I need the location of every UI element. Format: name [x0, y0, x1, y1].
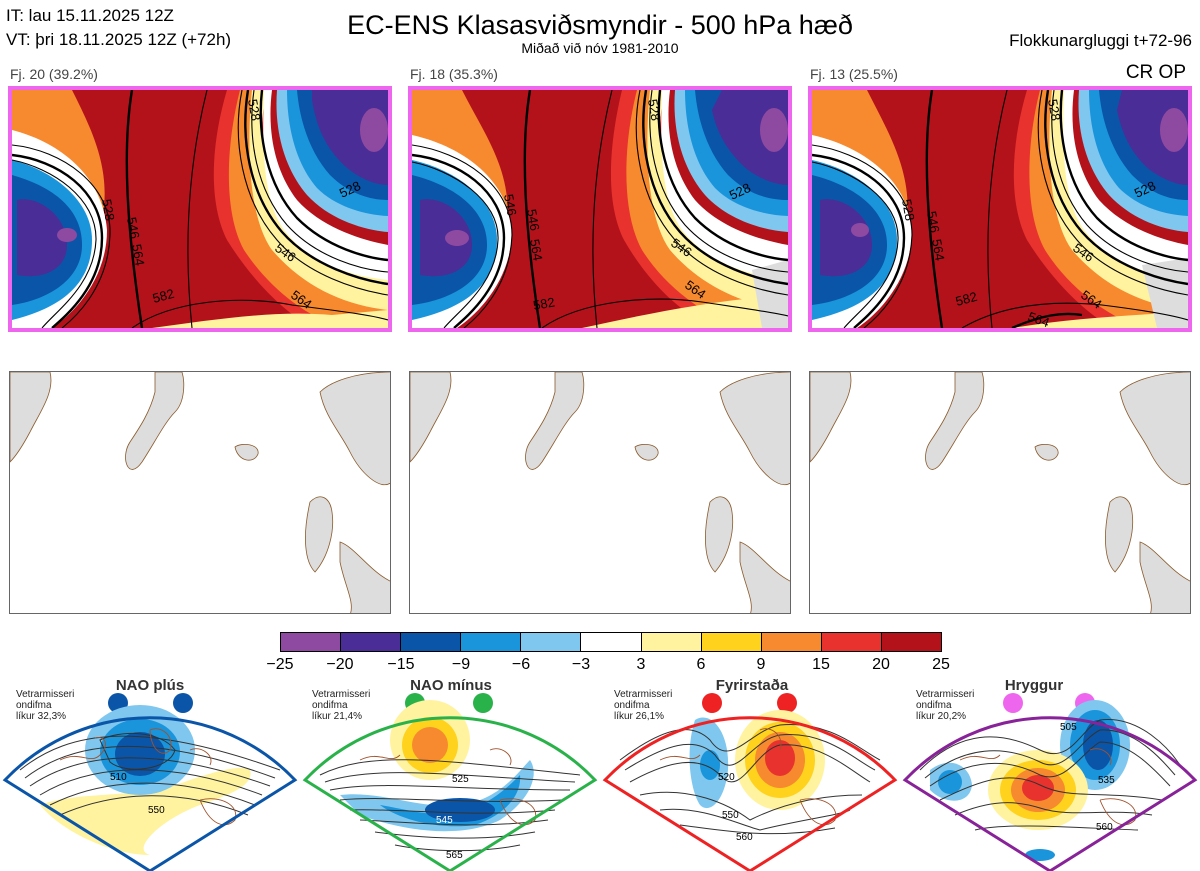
colorbar-swatch [581, 633, 642, 651]
regime-title-ridge: Hryggur [1004, 677, 1064, 694]
contour-label: 528 [245, 98, 264, 122]
isoline-label: 560 [1096, 822, 1113, 833]
page-title: EC-ENS Klasasviðsmyndir - 500 hPa hæð [347, 10, 853, 40]
control-run-label: CR OP [1125, 62, 1186, 83]
colorbar-tick: −6 [511, 656, 531, 673]
colorbar-swatch [461, 633, 522, 651]
isoline-label: 535 [1098, 775, 1115, 786]
isoline-label: 520 [718, 772, 735, 783]
colorbar-swatch [761, 633, 822, 651]
header-dates: IT: lau 15.11.2025 12Z VT: þri 18.11.202… [6, 4, 231, 52]
colorbar-swatch [521, 633, 582, 651]
contour-label: 546 [124, 216, 143, 240]
regime-map-nao-plus: 510 550 [2, 705, 298, 871]
isoline-label: 525 [452, 774, 469, 785]
regime-title-nao-minus: NAO mínus [410, 677, 492, 694]
contour-label: 564 [129, 243, 148, 267]
regime-map-nao-minus: 525 545 565 [302, 700, 598, 871]
contour-label: 582 [532, 294, 556, 313]
contour-label: 564 [1026, 309, 1052, 328]
regime-dot-nao-plus [173, 693, 193, 713]
colorbar-swatch [281, 633, 342, 651]
isoline-label: 510 [110, 772, 127, 783]
classification-window: Flokkunargluggi t+72-96 [1009, 31, 1192, 50]
colorbar-tick: −15 [387, 656, 415, 673]
cluster-map-2: 546 546 528 564 546 582 564 528 [408, 86, 792, 332]
cluster-map-3: 528 546 528 564 546 582 564 564 528 [808, 86, 1192, 332]
colorbar-swatch [821, 633, 882, 651]
contour-label: 528 [1045, 98, 1064, 122]
colorbar-swatch [641, 633, 702, 651]
isoline-label: 550 [148, 805, 165, 816]
colorbar-swatch [881, 633, 942, 651]
empty-map-2 [409, 371, 791, 614]
colorbar-tick: −3 [571, 656, 591, 673]
cluster-label-3: Fj. 13 (25.5%) [810, 66, 898, 82]
colorbar-tick: −20 [326, 656, 354, 673]
init-time: IT: lau 15.11.2025 12Z [6, 6, 174, 25]
colorbar-tick: 25 [932, 656, 950, 673]
regime-dot-nao-minus [473, 693, 493, 713]
contour-label: 564 [527, 238, 546, 262]
contour-label: 582 [151, 286, 176, 306]
regime-title-blocking: Fyrirstaða [715, 677, 789, 694]
contour-label: 528 [645, 98, 664, 122]
regime-dot-blocking [702, 693, 722, 713]
contour-label: 582 [954, 289, 979, 309]
contour-label: 528 [899, 198, 918, 222]
colorbar-tick: 3 [636, 656, 646, 673]
regime-title-nao-plus: NAO plús [115, 677, 185, 694]
regime-dot-blocking [777, 693, 797, 713]
colorbar-tick: −25 [266, 656, 294, 673]
colorbar-tick: −9 [451, 656, 471, 673]
colorbar-swatch [341, 633, 402, 651]
valid-time: VT: þri 18.11.2025 12Z (+72h) [6, 30, 232, 49]
isoline-label: 550 [722, 810, 739, 821]
empty-map-1 [9, 371, 391, 614]
isoline-label: 560 [736, 832, 753, 843]
cluster-map-1: 528 546 528 564 546 582 564 528 [8, 86, 392, 332]
isoline-label: 505 [1060, 722, 1077, 733]
colorbar-tick: 6 [696, 656, 706, 673]
contour-label: 546 [501, 193, 520, 217]
colorbar-tick: 9 [756, 656, 766, 673]
contour-label: 546 [924, 210, 943, 234]
colorbar-tick: 15 [812, 656, 830, 673]
colorbar-swatch [701, 633, 762, 651]
isoline-label: 545 [436, 815, 453, 826]
contour-label: 564 [929, 238, 948, 262]
regime-info-blocking: Vetrarmisseri ondifma líkur 26,1% [614, 689, 673, 722]
cluster-label-1: Fj. 20 (39.2%) [10, 66, 98, 82]
empty-map-3 [809, 371, 1191, 614]
regime-info-nao-minus: Vetrarmisseri ondifma líkur 21,4% [312, 689, 371, 722]
colorbar [280, 632, 942, 652]
page-subtitle: Miðað við nóv 1981-2010 [521, 40, 679, 56]
cluster-label-2: Fj. 18 (35.3%) [410, 66, 498, 82]
colorbar-tick: 20 [872, 656, 890, 673]
isoline-label: 565 [446, 850, 463, 861]
regime-info-nao-plus: Vetrarmisseri ondifma líkur 32,3% [16, 689, 75, 722]
regime-map-ridge: 505 535 560 [902, 700, 1198, 871]
regime-map-blocking: 520 550 560 [602, 710, 898, 871]
contour-label: 546 [524, 208, 543, 232]
regime-dot-ridge [1003, 693, 1023, 713]
colorbar-swatch [401, 633, 462, 651]
contour-label: 528 [99, 198, 118, 222]
regime-info-ridge: Vetrarmisseri ondifma líkur 20,2% [916, 689, 975, 722]
